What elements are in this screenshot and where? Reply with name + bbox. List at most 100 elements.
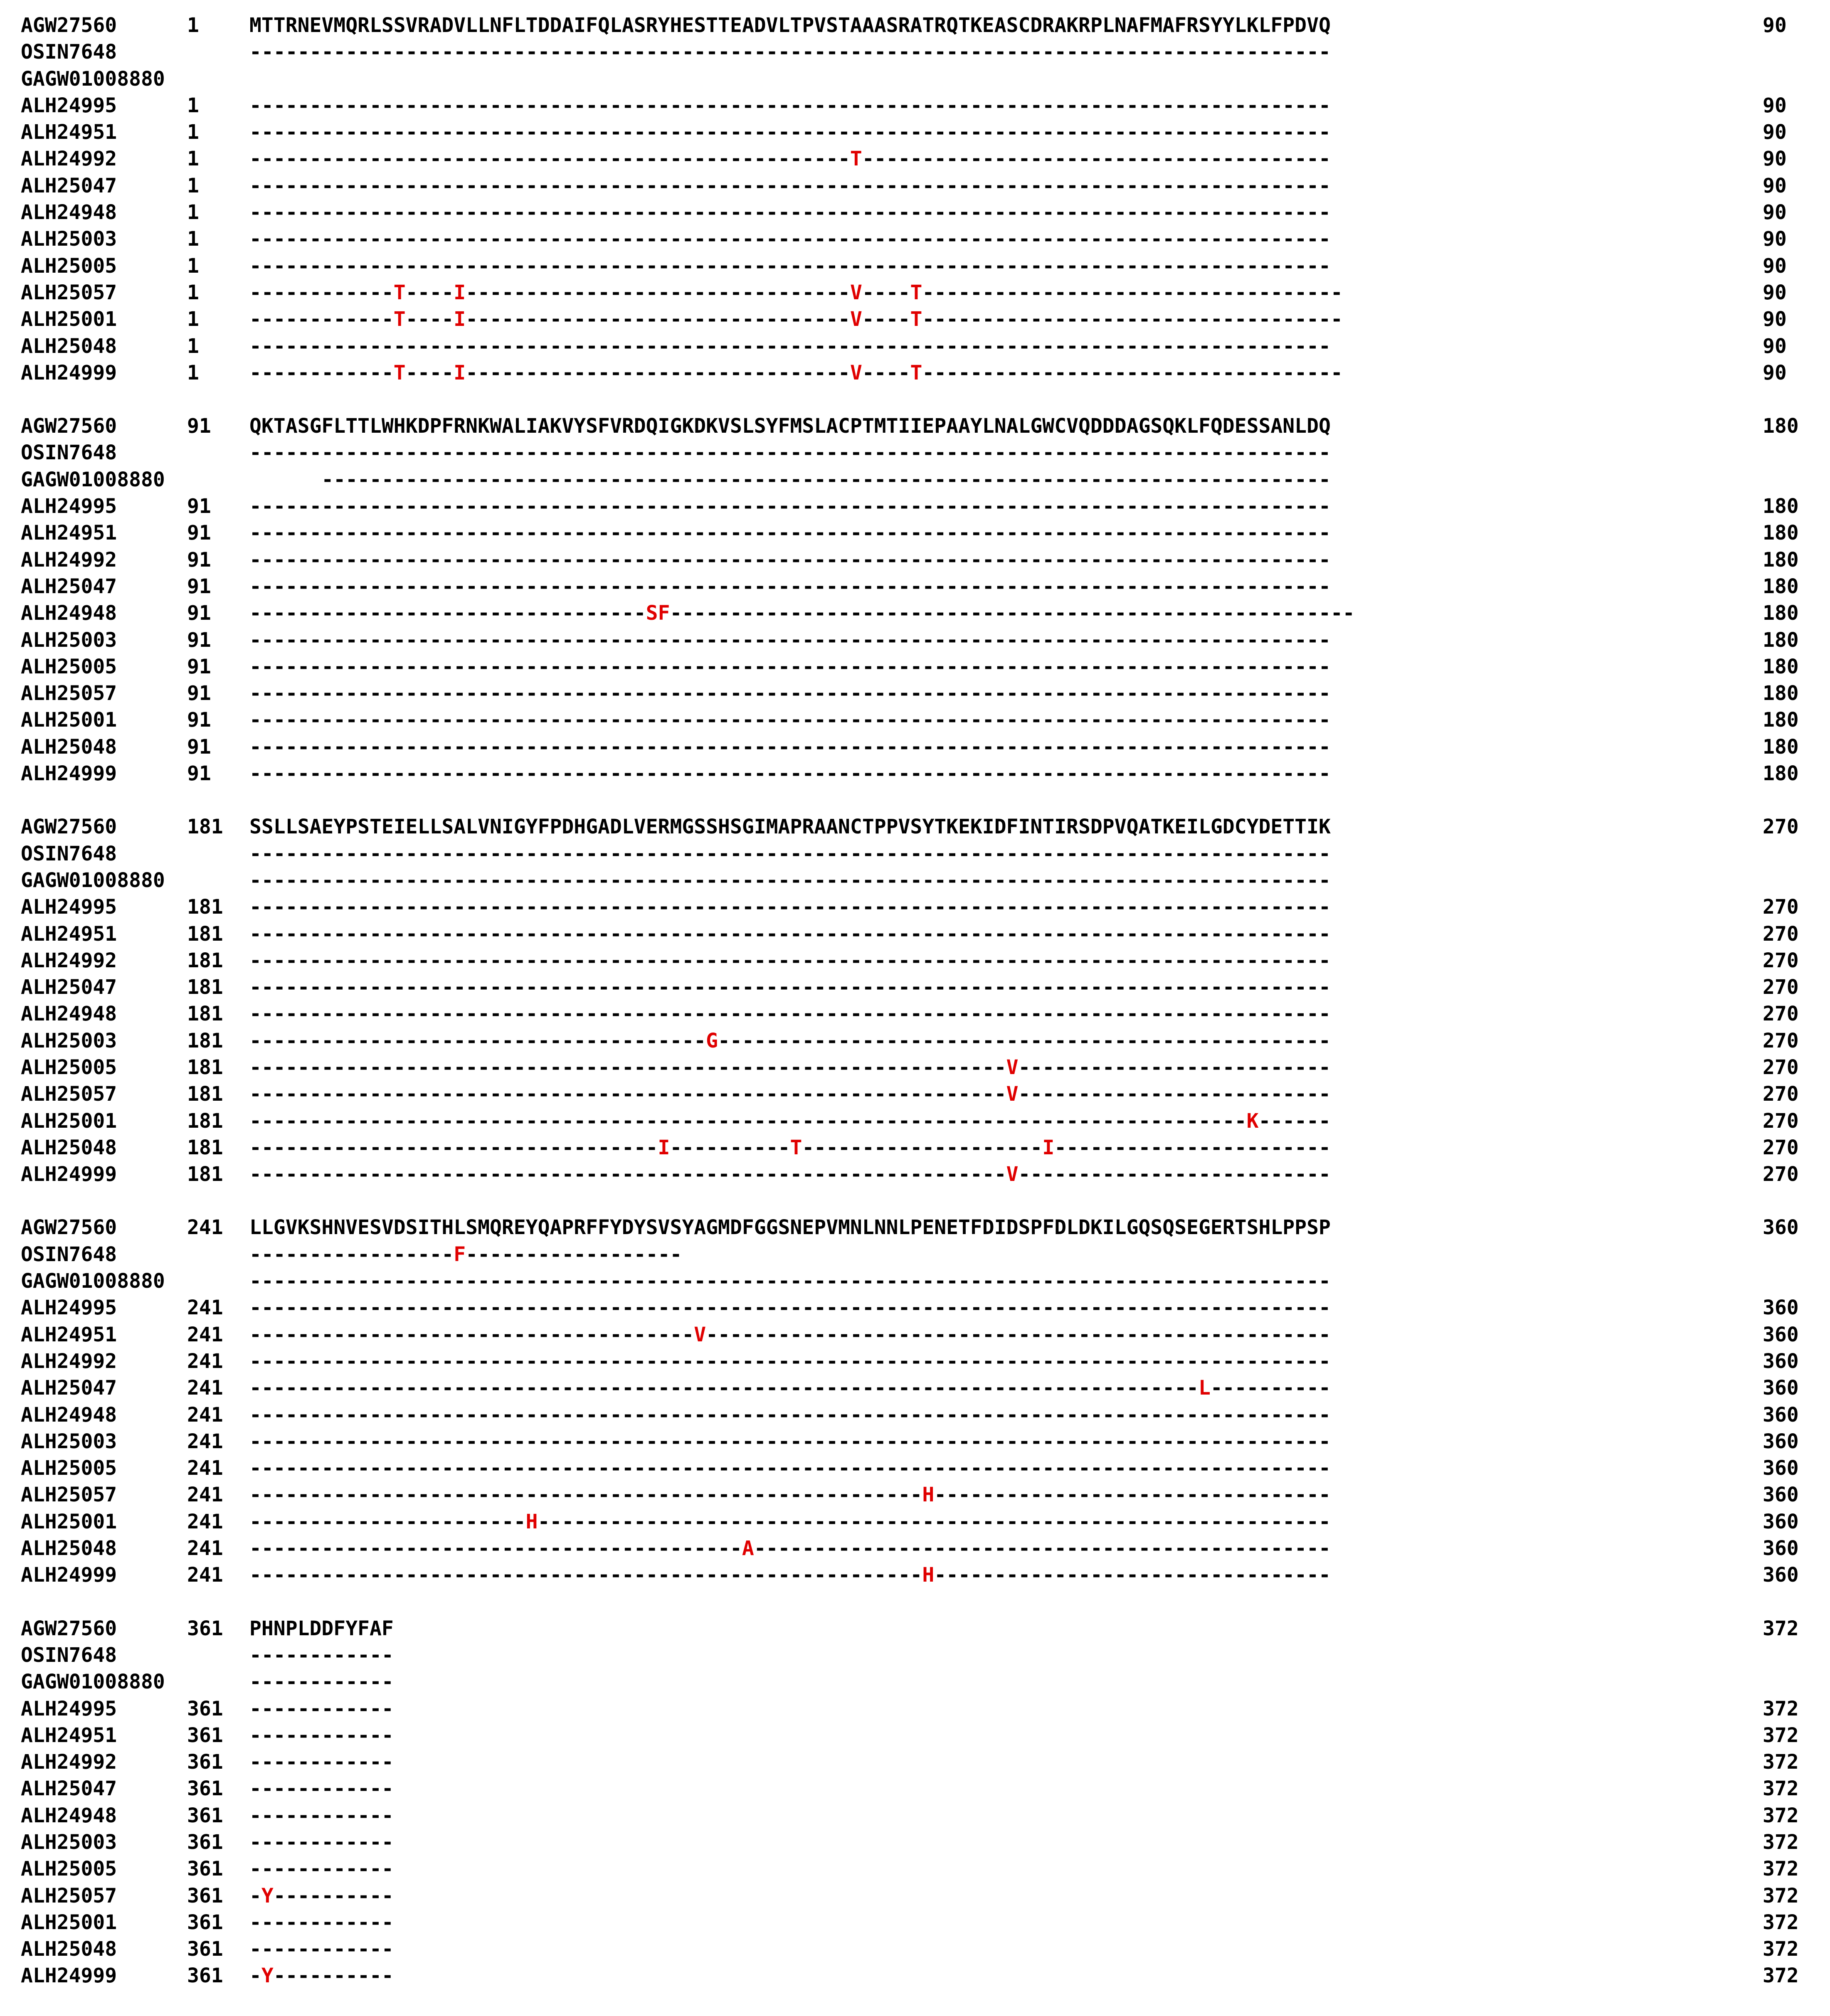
sequence-residues: ----------------------------------------…: [249, 201, 1331, 224]
end-position: 90: [1763, 121, 1787, 144]
alignment-row: ALH25003 91 ------------------------------…: [21, 627, 1799, 653]
end-position: 270: [1763, 1163, 1799, 1186]
end-position: 360: [1763, 1323, 1799, 1346]
sequence-name: AGW27560: [21, 14, 117, 37]
sequence-residues: ----------------------------------------…: [249, 735, 1331, 759]
start-position: 91: [187, 495, 211, 518]
end-position: 180: [1763, 655, 1799, 678]
end-position: 372: [1763, 1723, 1799, 1747]
start-position: 241: [187, 1216, 223, 1240]
sequence-residues: ----------------------------------------…: [249, 40, 1331, 64]
sequence-name: OSIN7648: [21, 40, 117, 64]
sequence-residues: ------------: [249, 1723, 394, 1747]
sequence-name: ALH24951: [21, 922, 117, 946]
alignment-row: ALH24948 181 -----------------------------…: [21, 1001, 1799, 1027]
alignment-row: ALH24951 241 -----------------------------…: [21, 1321, 1799, 1348]
end-position: 270: [1763, 1002, 1799, 1026]
end-position: 180: [1763, 708, 1799, 732]
alignment-row: OSIN7648 -----------------F--------------…: [21, 1241, 1799, 1268]
sequence-residues: ------------: [249, 1937, 394, 1961]
sequence-residues: ------------: [249, 1804, 394, 1827]
alignment-row: OSIN7648 --------------------------------…: [21, 840, 1799, 867]
start-position: 361: [187, 1937, 223, 1961]
alignment-row: OSIN7648 --------------------------------…: [21, 439, 1799, 466]
alignment-row: OSIN7648 ------------: [21, 1642, 1799, 1668]
end-position: 90: [1763, 14, 1787, 37]
alignment-row: ALH25047 181 -----------------------------…: [21, 974, 1799, 1001]
mutation-residue: T: [850, 147, 862, 171]
sequence-residues: ----------------------------------------…: [249, 655, 1331, 678]
alignment-row: ALH24999 1 ------------T----I-------------…: [21, 360, 1799, 386]
sequence-name: GAGW01008880: [21, 468, 165, 491]
alignment-row: ALH24995 1 -------------------------------…: [21, 92, 1799, 119]
sequence-name: ALH24948: [21, 1804, 117, 1827]
mutation-residue: F: [454, 1242, 466, 1266]
end-position: 372: [1763, 1937, 1799, 1961]
sequence-residues: ----------------------------------------…: [249, 441, 1331, 465]
sequence-residues: ------------: [249, 1670, 394, 1694]
mutation-residue: I: [1042, 1136, 1055, 1159]
alignment-row: ALH25005 1 -------------------------------…: [21, 253, 1799, 279]
alignment-row: ALH24951 91 ------------------------------…: [21, 520, 1799, 546]
start-position: 241: [187, 1457, 223, 1480]
sequence-residues: ----------------------------------------…: [249, 468, 1331, 491]
alignment-row: ALH25057 1 ------------T----I-------------…: [21, 279, 1799, 306]
start-position: 91: [187, 521, 211, 545]
end-position: 360: [1763, 1457, 1799, 1480]
sequence-residues: ----------------------------------------…: [249, 628, 1331, 652]
alignment-block: AGW27560 181 SSLLSAEYPSTEIELLSALVNIGYFPDHG…: [21, 813, 1799, 1188]
sequence-name: ALH24948: [21, 601, 117, 625]
alignment-row: ALH24999 241 -----------------------------…: [21, 1562, 1799, 1588]
sequence-name: ALH24948: [21, 1403, 117, 1427]
start-position: 181: [187, 949, 223, 972]
alignment-row: ALH25005 181 -----------------------------…: [21, 1054, 1799, 1081]
start-position: 241: [187, 1429, 223, 1453]
end-position: 180: [1763, 682, 1799, 705]
end-position: 372: [1763, 1750, 1799, 1774]
sequence-name: ALH24992: [21, 1349, 117, 1373]
sequence-name: ALH25047: [21, 1777, 117, 1801]
sequence-name: OSIN7648: [21, 1242, 117, 1266]
sequence-residues: ----------------------------------------…: [249, 868, 1331, 892]
sequence-name: ALH25047: [21, 574, 117, 598]
end-position: 372: [1763, 1857, 1799, 1881]
start-position: 1: [187, 147, 199, 171]
mutation-residue: V: [1006, 1082, 1019, 1106]
end-position: 180: [1763, 414, 1799, 438]
sequence-name: OSIN7648: [21, 441, 117, 465]
sequence-residues: ----------------------------------------…: [249, 1563, 1331, 1587]
sequence-residues: ----------------------------------------…: [249, 1269, 1331, 1293]
sequence-residues: ----------------------------------------…: [249, 1109, 1331, 1133]
start-position: 1: [187, 201, 199, 224]
alignment-row: ALH25003 241 -----------------------------…: [21, 1428, 1799, 1455]
mutation-residue: V: [1006, 1055, 1019, 1079]
end-position: 270: [1763, 815, 1799, 839]
sequence-name: ALH25005: [21, 1457, 117, 1480]
start-position: 181: [187, 1002, 223, 1026]
sequence-residues: -------------------------------------V--…: [249, 1323, 1331, 1346]
sequence-name: AGW27560: [21, 1617, 117, 1640]
sequence-name: ALH25048: [21, 1136, 117, 1159]
sequence-name: GAGW01008880: [21, 1269, 165, 1293]
sequence-name: ALH25003: [21, 1029, 117, 1052]
start-position: 91: [187, 655, 211, 678]
start-position: 241: [187, 1349, 223, 1373]
end-position: 90: [1763, 361, 1787, 384]
alignment-row: ALH24999 181 -----------------------------…: [21, 1161, 1799, 1188]
alignment-row: OSIN7648 --------------------------------…: [21, 39, 1799, 65]
end-position: 372: [1763, 1804, 1799, 1827]
sequence-name: ALH24951: [21, 521, 117, 545]
sequence-alignment: AGW27560 1 MTTRNEVMQRLSSVRADVLLNFLTDDAIFQL…: [21, 12, 1799, 2016]
end-position: 90: [1763, 201, 1787, 224]
sequence-residues: ------------: [249, 1697, 394, 1720]
sequence-residues: ----------------------------------------…: [249, 1457, 1331, 1480]
sequence-name: ALH24992: [21, 1750, 117, 1774]
sequence-name: ALH25003: [21, 1429, 117, 1453]
alignment-row: ALH25001 1 ------------T----I-------------…: [21, 306, 1799, 333]
sequence-residues: ----------------------------------------…: [249, 254, 1331, 278]
alignment-row: ALH25001 181 -----------------------------…: [21, 1108, 1799, 1134]
sequence-name: GAGW01008880: [21, 67, 165, 91]
sequence-name: ALH25003: [21, 628, 117, 652]
mutation-residue: G: [706, 1029, 718, 1052]
mutation-residue: A: [742, 1537, 754, 1560]
